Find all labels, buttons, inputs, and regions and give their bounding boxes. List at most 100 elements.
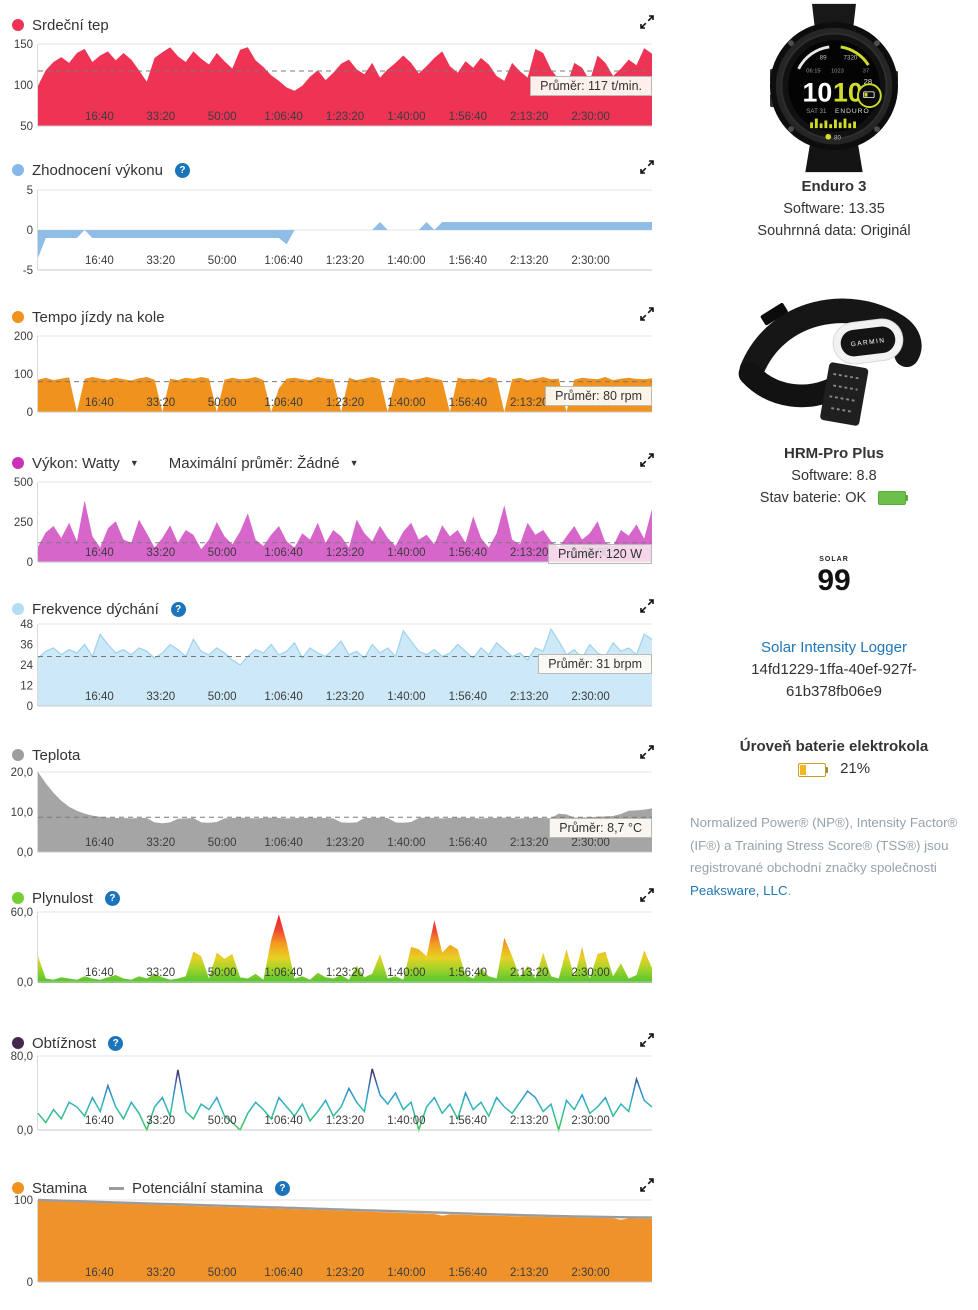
watch-elevation: 1023 xyxy=(831,69,844,75)
svg-text:1:40:00: 1:40:00 xyxy=(387,547,425,559)
temperature-plot[interactable]: 16:40 33:20 50:00 1:06:40 1:23:20 1:40:00 1:56… xyxy=(0,764,660,860)
svg-text:2:30:00: 2:30:00 xyxy=(571,255,609,267)
svg-text:1:40:00: 1:40:00 xyxy=(387,1267,425,1279)
svg-text:50:00: 50:00 xyxy=(208,111,237,123)
performance-plot[interactable]: 16:40 33:20 50:00 1:06:40 1:23:20 1:40:00 1:56… xyxy=(0,182,660,278)
chart-title: Zhodnocení výkonu xyxy=(32,161,163,179)
power-metric-dropdown[interactable]: Výkon: Watty xyxy=(32,454,120,472)
svg-text:16:40: 16:40 xyxy=(85,397,114,409)
chart-header: Tempo jízdy na kole xyxy=(0,306,662,328)
svg-text:50:00: 50:00 xyxy=(208,255,237,267)
expand-icon[interactable] xyxy=(640,160,656,176)
hrm-care-tag xyxy=(820,362,869,426)
svg-text:150: 150 xyxy=(14,39,33,51)
svg-text:1:56:40: 1:56:40 xyxy=(449,1267,487,1279)
power-plot[interactable]: 16:40 33:20 50:00 1:06:40 1:23:20 1:40:00 1:56… xyxy=(0,474,660,570)
svg-text:1:23:20: 1:23:20 xyxy=(326,691,364,703)
chart-title: Stamina xyxy=(32,1179,88,1197)
max-average-dropdown[interactable]: Maximální průměr: Žádné xyxy=(168,454,340,472)
solar-intensity-logger-link[interactable]: Solar Intensity Logger xyxy=(761,639,907,656)
peaksware-link[interactable]: Peaksware, LLC xyxy=(690,882,788,898)
svg-text:33:20: 33:20 xyxy=(146,397,175,409)
trademark-note: Normalized Power® (NP®), Intensity Facto… xyxy=(690,812,978,902)
device-summary-data: Souhrnná data: Originál xyxy=(757,223,911,239)
chart-title: Tempo jízdy na kole xyxy=(32,308,165,326)
solar-label: SOLAR xyxy=(819,556,849,563)
average-tooltip: Průměr: 8,7 °C xyxy=(549,818,652,838)
ebike-battery-title: Úroveň baterie elektrokola xyxy=(739,738,929,755)
svg-text:0: 0 xyxy=(27,557,33,569)
svg-text:1:56:40: 1:56:40 xyxy=(449,111,487,123)
device-name: Enduro 3 xyxy=(801,178,867,195)
svg-text:36: 36 xyxy=(20,640,33,652)
svg-text:16:40: 16:40 xyxy=(85,111,114,123)
svg-text:100: 100 xyxy=(14,369,33,381)
svg-text:1:06:40: 1:06:40 xyxy=(264,255,302,267)
expand-icon[interactable] xyxy=(640,15,656,31)
heart-rate-plot[interactable]: 16:40 33:20 50:00 1:06:40 1:23:20 1:40:00 1:56… xyxy=(0,36,660,134)
svg-text:2:13:20: 2:13:20 xyxy=(510,967,548,979)
svg-text:50: 50 xyxy=(20,121,33,133)
temperature-chart-section: Teplota 16:40 33:20 50:00 1:06:40 1:23:20 1:4… xyxy=(0,744,662,859)
respiration-legend-dot xyxy=(12,603,24,615)
power-legend-dot xyxy=(12,457,24,469)
svg-text:50:00: 50:00 xyxy=(208,547,237,559)
heart-rate-chart-section: Srdeční tep 16:40 33:20 50:00 1:06:40 1:23:2… xyxy=(0,14,662,133)
chart-header: Teplota xyxy=(0,744,662,766)
watch-image: 89 7320 06:15 1023 37 10 10 28 SAT 31 EN… xyxy=(690,2,978,178)
help-icon[interactable]: ? xyxy=(174,162,190,178)
svg-text:1:06:40: 1:06:40 xyxy=(264,547,302,559)
svg-text:500: 500 xyxy=(14,477,33,489)
svg-text:60,0: 60,0 xyxy=(11,907,33,919)
svg-text:33:20: 33:20 xyxy=(146,111,175,123)
average-tooltip: Průměr: 120 W xyxy=(547,544,652,564)
svg-text:1:40:00: 1:40:00 xyxy=(387,111,425,123)
svg-text:-5: -5 xyxy=(23,265,33,277)
performance-legend-dot xyxy=(12,164,24,176)
chevron-down-icon: ▼ xyxy=(129,458,139,468)
svg-text:1:23:20: 1:23:20 xyxy=(326,1115,364,1127)
svg-text:12: 12 xyxy=(20,681,33,693)
chart-header: Plynulost ? xyxy=(0,887,662,909)
help-icon[interactable]: ? xyxy=(170,601,186,617)
svg-text:0: 0 xyxy=(27,1277,33,1289)
cadence-chart-section: Tempo jízdy na kole 16:40 33:20 50:00 1:06:… xyxy=(0,306,662,419)
svg-text:5: 5 xyxy=(27,185,33,197)
svg-text:1:56:40: 1:56:40 xyxy=(449,967,487,979)
hrm-battery-label: Stav baterie: OK xyxy=(759,490,867,506)
watch-steps-left: 89 xyxy=(820,54,827,61)
help-icon[interactable]: ? xyxy=(274,1180,290,1196)
expand-icon[interactable] xyxy=(640,1033,656,1049)
battery-low-icon xyxy=(797,761,828,778)
expand-icon[interactable] xyxy=(640,453,656,469)
svg-text:0: 0 xyxy=(27,701,33,713)
svg-text:1:40:00: 1:40:00 xyxy=(387,967,425,979)
expand-icon[interactable] xyxy=(640,745,656,761)
svg-text:200: 200 xyxy=(14,331,33,343)
ebike-battery-percent: 21% xyxy=(840,760,871,777)
device-software: Software: 13.35 xyxy=(783,201,885,217)
svg-text:1:56:40: 1:56:40 xyxy=(449,255,487,267)
stamina-plot[interactable]: 16:40 33:20 50:00 1:06:40 1:23:20 1:40:00 1:56… xyxy=(0,1192,660,1290)
svg-text:0,0: 0,0 xyxy=(17,1125,33,1137)
expand-icon[interactable] xyxy=(640,307,656,323)
svg-text:0,0: 0,0 xyxy=(17,847,33,859)
svg-text:16:40: 16:40 xyxy=(85,547,114,559)
svg-text:10,0: 10,0 xyxy=(11,807,33,819)
svg-text:80,0: 80,0 xyxy=(11,1051,33,1063)
expand-icon[interactable] xyxy=(640,888,656,904)
cadence-plot[interactable]: 16:40 33:20 50:00 1:06:40 1:23:20 1:40:00 1:56… xyxy=(0,328,660,420)
help-icon[interactable]: ? xyxy=(104,890,120,906)
help-icon[interactable]: ? xyxy=(108,1035,124,1051)
expand-icon[interactable] xyxy=(640,599,656,615)
grit-plot[interactable]: 16:40 33:20 50:00 1:06:40 1:23:20 1:40:00 1:56… xyxy=(0,1048,660,1138)
svg-text:1:40:00: 1:40:00 xyxy=(387,837,425,849)
svg-text:1:23:20: 1:23:20 xyxy=(326,111,364,123)
svg-text:2:30:00: 2:30:00 xyxy=(571,967,609,979)
svg-text:24: 24 xyxy=(20,660,33,672)
watch-model-label: ENDURO xyxy=(835,108,870,115)
expand-icon[interactable] xyxy=(640,1178,656,1194)
respiration-plot[interactable]: 16:40 33:20 50:00 1:06:40 1:23:20 1:40:00 1:56… xyxy=(0,616,660,714)
flow-plot[interactable]: 16:40 33:20 50:00 1:06:40 1:23:20 1:40:00 1:56… xyxy=(0,904,660,990)
